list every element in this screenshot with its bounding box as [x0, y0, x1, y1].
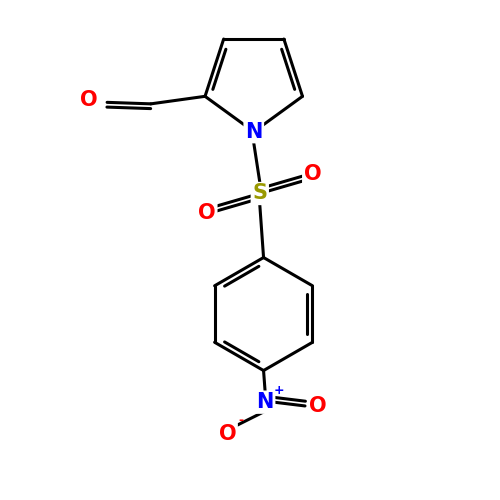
Text: O: O	[198, 203, 216, 223]
Text: N: N	[245, 122, 262, 142]
Text: -: -	[238, 414, 244, 427]
Text: S: S	[252, 184, 268, 204]
Text: O: O	[80, 90, 98, 110]
Text: +: +	[274, 384, 284, 396]
Text: O: O	[218, 424, 236, 444]
Text: O: O	[304, 164, 322, 184]
Text: N: N	[256, 392, 274, 412]
Text: O: O	[309, 396, 326, 416]
